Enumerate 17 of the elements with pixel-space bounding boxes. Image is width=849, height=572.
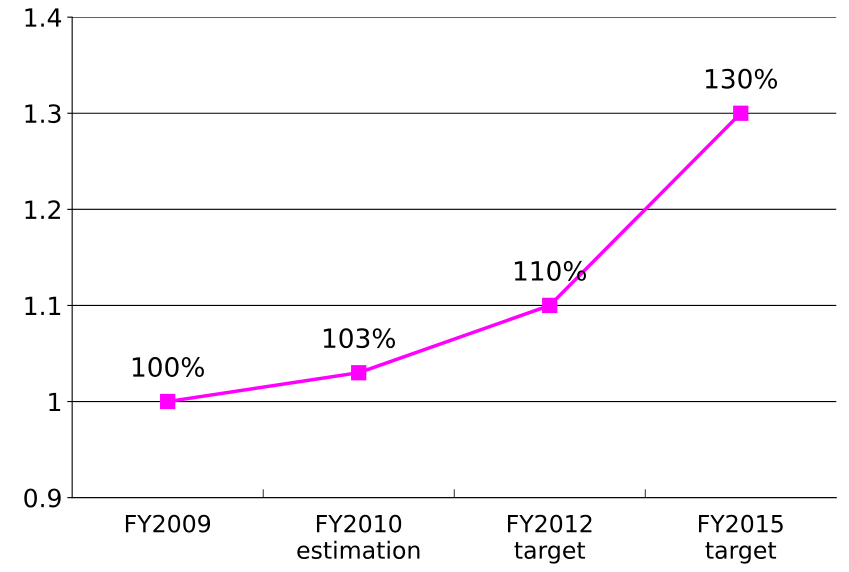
data-label: 103% — [324, 328, 395, 348]
y-tick-label: 1.2 — [25, 200, 60, 219]
point — [733, 106, 748, 121]
x-tick-label: FY2009 — [126, 514, 210, 533]
point — [351, 365, 366, 380]
x-tick-label: FY2012 target — [508, 514, 592, 564]
y-tick-label: 1 — [49, 392, 60, 412]
point — [542, 298, 558, 314]
data-label: 100% — [132, 357, 204, 377]
y-tick-label: 1.3 — [25, 104, 60, 124]
y-tick-label: 0.9 — [24, 488, 61, 508]
x-tick-label: FY2015 target — [699, 514, 783, 564]
y-tick-label: 1.4 — [25, 8, 62, 27]
x-tick-label: FY2010 estimation — [297, 514, 420, 560]
point — [160, 394, 176, 410]
data-label: 130% — [706, 68, 778, 89]
y-tick-label: 1.1 — [25, 296, 60, 315]
